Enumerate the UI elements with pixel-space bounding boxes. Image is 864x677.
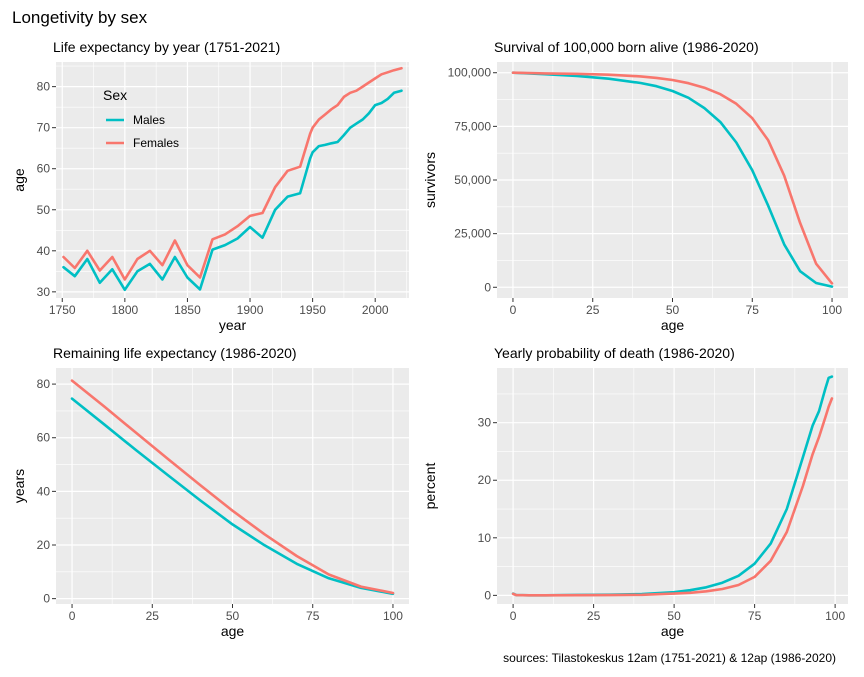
y-tick-label: 60	[37, 431, 51, 445]
y-tick-label: 25,000	[454, 227, 491, 241]
x-tick-label: 75	[306, 609, 320, 623]
x-tick-label: 1800	[111, 303, 138, 317]
y-tick-label: 50	[37, 203, 51, 217]
y-tick-label: 60	[37, 162, 51, 176]
x-tick-label: 100	[822, 303, 842, 317]
x-tick-label: 1750	[49, 303, 76, 317]
x-tick-label: 0	[510, 609, 517, 623]
series-line-males	[62, 89, 403, 292]
plot-background	[497, 368, 848, 604]
caption: sources: Tilastokeskus 12am (1751-2021) …	[503, 651, 836, 665]
x-tick-label: 75	[748, 609, 762, 623]
x-tick-label: 25	[587, 609, 601, 623]
y-tick-label: 80	[37, 377, 51, 391]
y-axis-title: years	[11, 469, 27, 503]
legend-label-males: Males	[133, 113, 165, 127]
y-tick-label: 100,000	[448, 66, 492, 80]
y-axis-title: percent	[422, 463, 438, 510]
x-tick-label: 1900	[237, 303, 264, 317]
x-tick-label: 1950	[299, 303, 326, 317]
y-tick-label: 80	[37, 80, 51, 94]
x-tick-label: 0	[69, 609, 76, 623]
figure-title: Longetivity by sex	[12, 8, 148, 27]
y-tick-label: 0	[484, 588, 491, 602]
series-line-females	[70, 379, 395, 595]
panel-title: Survival of 100,000 born alive (1986-202…	[494, 39, 759, 55]
x-axis-title: age	[661, 317, 685, 333]
x-tick-label: 50	[226, 609, 240, 623]
series-line-males	[511, 71, 834, 288]
series-line-males	[70, 397, 395, 596]
y-axis-title: survivors	[422, 152, 438, 208]
panel-le_year: Life expectancy by year (1751-2021) 1750 1…	[11, 39, 409, 333]
panel-remaining: Remaining life expectancy (1986-2020) 0 25…	[11, 345, 409, 639]
panel-survival: Survival of 100,000 born alive (1986-202…	[422, 39, 848, 333]
x-tick-label: 25	[586, 303, 600, 317]
legend: Sex Males Females	[103, 87, 179, 150]
y-tick-label: 30	[37, 285, 51, 299]
panel-title: Yearly probability of death (1986-2020)	[494, 345, 735, 361]
x-tick-label: 100	[383, 609, 403, 623]
panel-title: Remaining life expectancy (1986-2020)	[53, 345, 297, 361]
y-tick-label: 0	[484, 280, 491, 294]
panel-title: Life expectancy by year (1751-2021)	[53, 39, 280, 55]
series-line-females	[511, 397, 834, 597]
series-line-females	[62, 66, 403, 281]
y-tick-label: 50,000	[454, 173, 491, 187]
y-axis-title: age	[11, 168, 27, 192]
x-tick-label: 1850	[174, 303, 201, 317]
y-tick-label: 20	[478, 473, 492, 487]
x-tick-label: 100	[825, 609, 845, 623]
y-tick-label: 75,000	[454, 119, 491, 133]
plot-background	[56, 62, 409, 298]
x-tick-label: 2000	[362, 303, 389, 317]
y-tick-label: 10	[478, 531, 492, 545]
y-tick-label: 40	[37, 484, 51, 498]
legend-title: Sex	[103, 87, 127, 103]
panel-death_prob: Yearly probability of death (1986-2020) 0…	[422, 345, 848, 639]
series-line-females	[511, 71, 834, 285]
y-tick-label: 20	[37, 538, 51, 552]
y-tick-label: 0	[43, 592, 50, 606]
y-tick-label: 70	[37, 121, 51, 135]
x-tick-label: 75	[746, 303, 760, 317]
x-tick-label: 25	[146, 609, 160, 623]
x-tick-label: 50	[667, 609, 681, 623]
x-axis-title: year	[219, 317, 247, 333]
x-axis-title: age	[661, 623, 685, 639]
y-tick-label: 30	[478, 416, 492, 430]
x-axis-title: age	[221, 623, 245, 639]
y-tick-label: 40	[37, 244, 51, 258]
x-tick-label: 50	[666, 303, 680, 317]
x-tick-label: 0	[510, 303, 517, 317]
legend-label-females: Females	[133, 136, 179, 150]
